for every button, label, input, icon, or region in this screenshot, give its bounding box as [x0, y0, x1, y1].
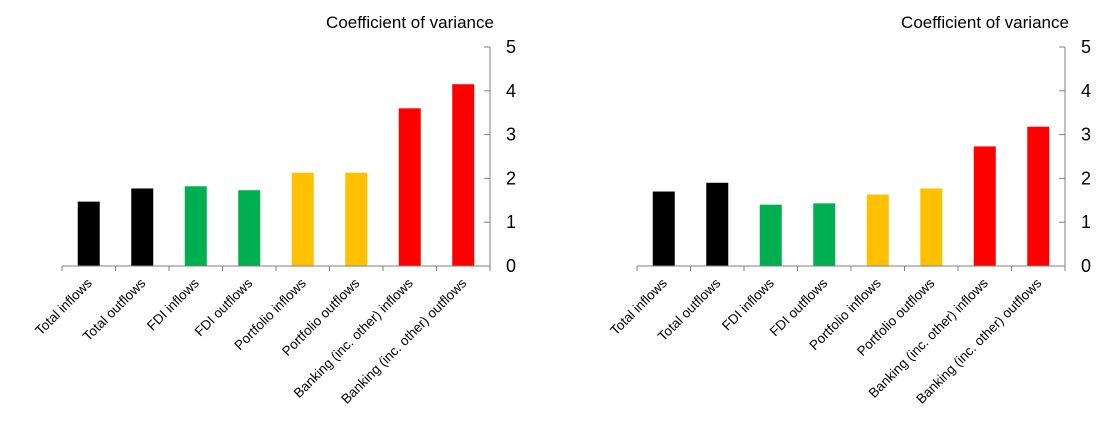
y-tick-label: 5 — [1081, 37, 1091, 57]
bar — [759, 204, 782, 266]
bar — [1027, 126, 1050, 266]
bar — [291, 172, 314, 266]
bar — [238, 190, 261, 266]
y-axis-title: Coefficient of variance — [901, 13, 1069, 32]
y-tick-label: 2 — [1081, 168, 1091, 188]
y-tick-label: 1 — [1081, 212, 1091, 232]
bar — [345, 172, 368, 266]
bar — [77, 201, 100, 266]
y-tick-label: 4 — [1081, 81, 1091, 101]
y-tick-label: 0 — [1081, 256, 1091, 276]
y-tick-label: 4 — [506, 81, 516, 101]
y-tick-label: 1 — [506, 212, 516, 232]
bar — [866, 194, 889, 266]
x-tick-label: FDI inflows — [144, 275, 202, 333]
x-tick-label: FDI inflows — [719, 275, 777, 333]
y-tick-label: 0 — [506, 256, 516, 276]
bar — [920, 188, 943, 266]
bar — [706, 182, 729, 266]
y-axis-title: Coefficient of variance — [326, 13, 494, 32]
bar — [452, 84, 475, 266]
bar — [131, 188, 154, 266]
bar — [813, 203, 836, 266]
y-tick-label: 3 — [1081, 125, 1091, 145]
y-tick-label: 2 — [506, 168, 516, 188]
y-tick-label: 3 — [506, 125, 516, 145]
bar — [652, 191, 675, 266]
bar — [398, 108, 421, 266]
y-tick-label: 5 — [506, 37, 516, 57]
bar — [973, 146, 996, 266]
bar — [184, 186, 207, 266]
